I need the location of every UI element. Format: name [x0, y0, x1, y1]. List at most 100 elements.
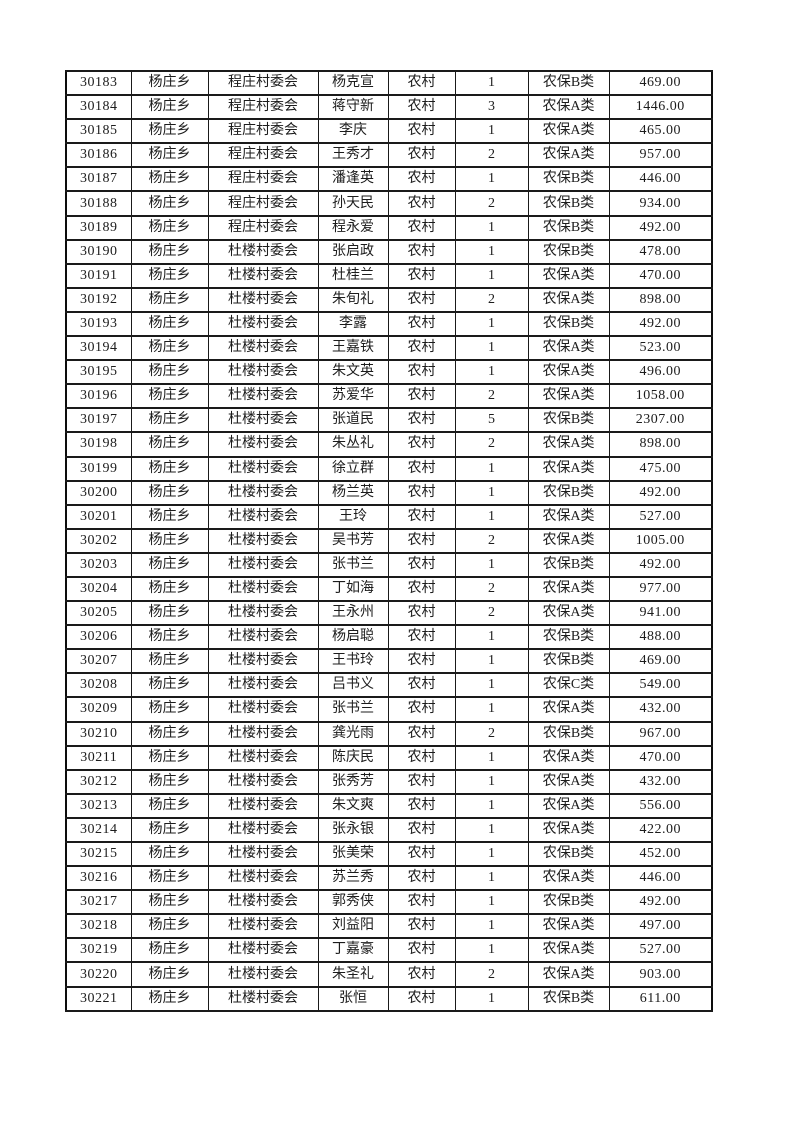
cell-person-count: 1 — [454, 840, 529, 868]
cell-village-committee: 杜楼村委会 — [207, 286, 319, 313]
cell-amount: 475.00 — [608, 455, 713, 482]
cell-insurance-category: 农保B类 — [527, 190, 610, 217]
cell-village-committee: 杜楼村委会 — [207, 768, 319, 795]
cell-village-committee: 杜楼村委会 — [207, 985, 319, 1012]
cell-township: 杨庄乡 — [130, 310, 209, 338]
table-row: 30214 杨庄乡 杜楼村委会 张永银 农村 1 农保A类 422.00 — [65, 816, 713, 844]
cell-residence-type: 农村 — [387, 840, 456, 868]
cell-insurance-category: 农保B类 — [527, 238, 610, 265]
cell-township: 杨庄乡 — [130, 672, 209, 699]
cell-person-count: 1 — [454, 985, 529, 1012]
cell-person-count: 2 — [454, 142, 529, 169]
cell-village-committee: 程庄村委会 — [207, 166, 319, 193]
cell-insurance-category: 农保B类 — [527, 840, 610, 868]
cell-person-name: 郭秀侠 — [317, 889, 389, 916]
cell-serial-number: 30212 — [65, 768, 132, 795]
table-row: 30201 杨庄乡 杜楼村委会 王玲 农村 1 农保A类 527.00 — [65, 503, 713, 530]
table-row: 30192 杨庄乡 杜楼村委会 朱旬礼 农村 2 农保A类 898.00 — [65, 286, 713, 313]
cell-residence-type: 农村 — [387, 937, 456, 964]
cell-serial-number: 30183 — [65, 69, 132, 97]
cell-person-count: 1 — [454, 69, 529, 97]
cell-township: 杨庄乡 — [130, 142, 209, 169]
cell-serial-number: 30192 — [65, 286, 132, 313]
cell-insurance-category: 农保A类 — [527, 262, 610, 289]
cell-person-count: 1 — [454, 214, 529, 241]
cell-insurance-category: 农保B类 — [527, 889, 610, 916]
cell-insurance-category: 农保B类 — [527, 214, 610, 241]
cell-serial-number: 30214 — [65, 816, 132, 844]
table-row: 30219 杨庄乡 杜楼村委会 丁嘉豪 农村 1 农保A类 527.00 — [65, 937, 713, 964]
cell-residence-type: 农村 — [387, 696, 456, 723]
cell-amount: 465.00 — [608, 118, 713, 145]
cell-village-committee: 杜楼村委会 — [207, 479, 319, 506]
table-row: 30183 杨庄乡 程庄村委会 杨克宣 农村 1 农保B类 469.00 — [65, 69, 713, 97]
cell-amount: 2307.00 — [608, 407, 713, 434]
cell-residence-type: 农村 — [387, 214, 456, 241]
cell-person-name: 朱文英 — [317, 359, 389, 386]
cell-person-name: 潘逢英 — [317, 166, 389, 193]
cell-person-name: 苏爱华 — [317, 383, 389, 410]
table-row: 30198 杨庄乡 杜楼村委会 朱丛礼 农村 2 农保A类 898.00 — [65, 431, 713, 458]
cell-insurance-category: 农保A类 — [527, 455, 610, 482]
cell-amount: 941.00 — [608, 600, 713, 627]
table-row: 30205 杨庄乡 杜楼村委会 王永州 农村 2 农保A类 941.00 — [65, 600, 713, 627]
cell-township: 杨庄乡 — [130, 696, 209, 723]
cell-serial-number: 30188 — [65, 190, 132, 217]
cell-person-count: 1 — [454, 648, 529, 675]
cell-township: 杨庄乡 — [130, 768, 209, 795]
cell-person-name: 苏兰秀 — [317, 865, 389, 892]
cell-residence-type: 农村 — [387, 768, 456, 795]
cell-residence-type: 农村 — [387, 720, 456, 747]
cell-insurance-category: 农保A类 — [527, 94, 610, 121]
cell-township: 杨庄乡 — [130, 69, 209, 97]
cell-insurance-category: 农保B类 — [527, 69, 610, 97]
cell-person-count: 1 — [454, 551, 529, 578]
cell-village-committee: 杜楼村委会 — [207, 431, 319, 458]
cell-amount: 903.00 — [608, 961, 713, 988]
cell-person-name: 王玲 — [317, 503, 389, 530]
cell-township: 杨庄乡 — [130, 335, 209, 362]
cell-amount: 452.00 — [608, 840, 713, 868]
cell-amount: 934.00 — [608, 190, 713, 217]
table-row: 30204 杨庄乡 杜楼村委会 丁如海 农村 2 农保A类 977.00 — [65, 575, 713, 603]
cell-amount: 432.00 — [608, 768, 713, 795]
cell-serial-number: 30199 — [65, 455, 132, 482]
cell-township: 杨庄乡 — [130, 961, 209, 988]
cell-insurance-category: 农保B类 — [527, 985, 610, 1012]
cell-township: 杨庄乡 — [130, 166, 209, 193]
table-row: 30220 杨庄乡 杜楼村委会 朱圣礼 农村 2 农保A类 903.00 — [65, 961, 713, 988]
cell-person-name: 王书玲 — [317, 648, 389, 675]
cell-village-committee: 杜楼村委会 — [207, 551, 319, 578]
cell-serial-number: 30216 — [65, 865, 132, 892]
cell-person-name: 张道民 — [317, 407, 389, 434]
cell-residence-type: 农村 — [387, 503, 456, 530]
cell-village-committee: 杜楼村委会 — [207, 889, 319, 916]
cell-person-name: 张启政 — [317, 238, 389, 265]
cell-township: 杨庄乡 — [130, 551, 209, 578]
cell-residence-type: 农村 — [387, 166, 456, 193]
cell-township: 杨庄乡 — [130, 214, 209, 241]
table-row: 30189 杨庄乡 程庄村委会 程永爱 农村 1 农保B类 492.00 — [65, 214, 713, 241]
cell-residence-type: 农村 — [387, 551, 456, 578]
cell-person-count: 2 — [454, 190, 529, 217]
cell-insurance-category: 农保B类 — [527, 479, 610, 506]
cell-residence-type: 农村 — [387, 744, 456, 771]
cell-village-committee: 程庄村委会 — [207, 142, 319, 169]
cell-person-count: 1 — [454, 359, 529, 386]
cell-residence-type: 农村 — [387, 94, 456, 121]
cell-person-count: 1 — [454, 624, 529, 651]
cell-amount: 422.00 — [608, 816, 713, 844]
cell-person-name: 杜桂兰 — [317, 262, 389, 289]
cell-person-count: 2 — [454, 961, 529, 988]
cell-residence-type: 农村 — [387, 69, 456, 97]
cell-person-count: 2 — [454, 720, 529, 747]
cell-insurance-category: 农保B类 — [527, 720, 610, 747]
cell-insurance-category: 农保B类 — [527, 310, 610, 338]
cell-person-count: 1 — [454, 238, 529, 265]
cell-village-committee: 杜楼村委会 — [207, 335, 319, 362]
cell-amount: 492.00 — [608, 214, 713, 241]
cell-village-committee: 杜楼村委会 — [207, 310, 319, 338]
cell-township: 杨庄乡 — [130, 431, 209, 458]
cell-township: 杨庄乡 — [130, 286, 209, 313]
cell-serial-number: 30215 — [65, 840, 132, 868]
